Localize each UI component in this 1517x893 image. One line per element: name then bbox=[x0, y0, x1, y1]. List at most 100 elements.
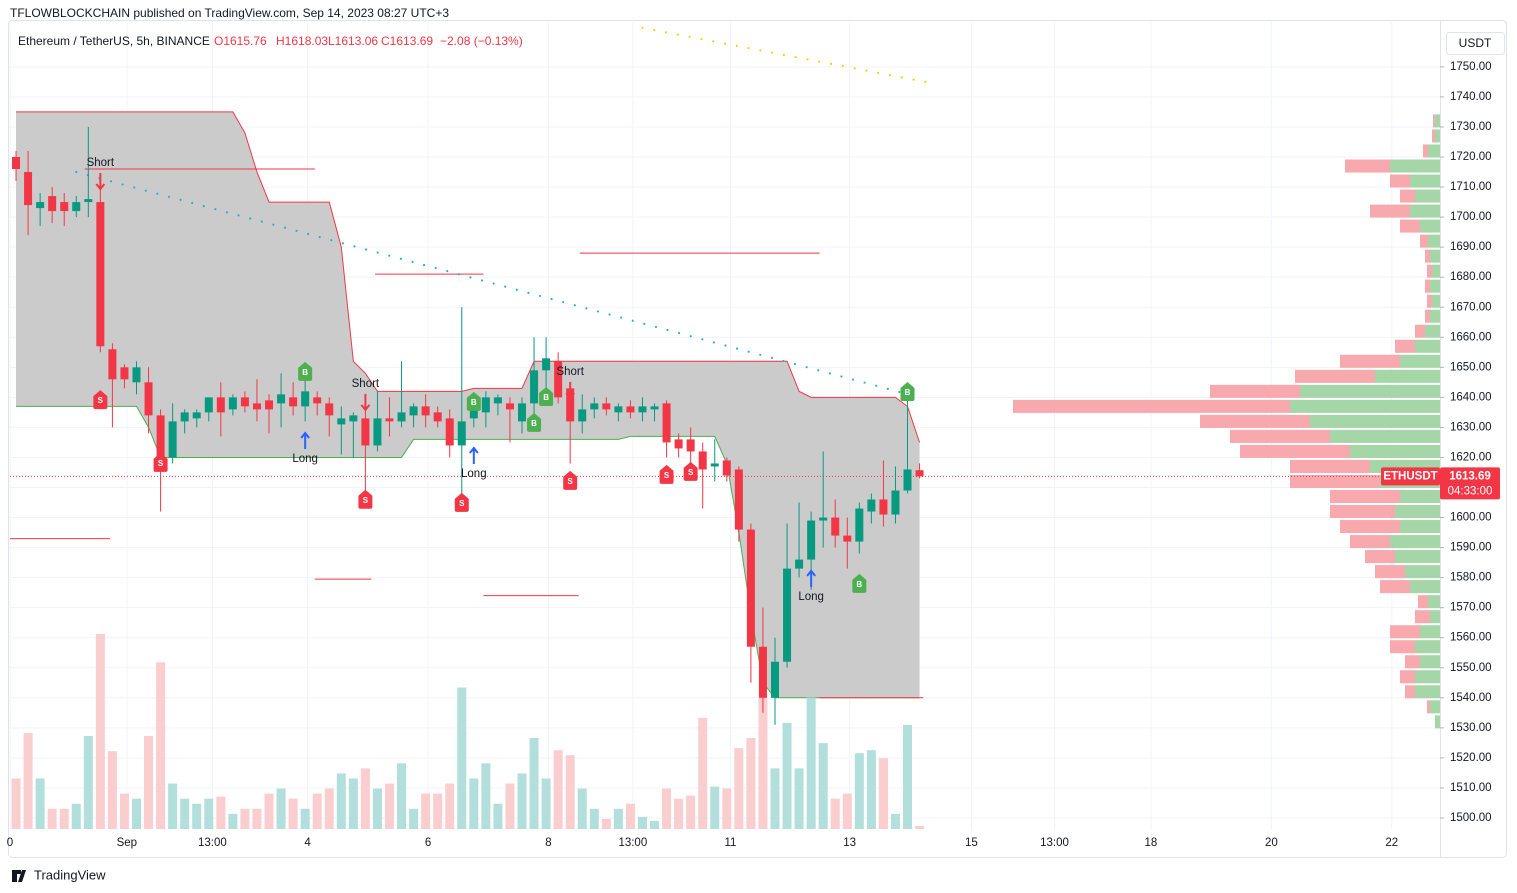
signal-marker bbox=[298, 361, 313, 381]
profile-up bbox=[1410, 204, 1440, 218]
profile-down bbox=[1370, 204, 1410, 218]
volume-bar bbox=[144, 736, 154, 829]
volume-bar bbox=[397, 763, 407, 829]
candle-body bbox=[385, 418, 394, 422]
profile-down bbox=[1423, 144, 1428, 158]
signal-arrow bbox=[565, 381, 575, 400]
profile-up bbox=[1428, 595, 1440, 609]
volume-bar bbox=[312, 793, 322, 829]
volume-bar bbox=[288, 798, 298, 829]
profile-up bbox=[1435, 114, 1440, 128]
currency-button[interactable] bbox=[1446, 32, 1505, 55]
profile-up bbox=[1410, 580, 1440, 594]
profile-up bbox=[1400, 354, 1440, 368]
profile-down bbox=[1415, 610, 1430, 624]
profile-down bbox=[1433, 114, 1435, 128]
y-tick-label: 1630.00 bbox=[1450, 421, 1492, 433]
ohlc-high: H1618.03 bbox=[276, 34, 328, 48]
y-tick-label: 1540.00 bbox=[1450, 692, 1492, 704]
signal-marker bbox=[900, 381, 915, 401]
profile-up bbox=[1400, 520, 1440, 534]
x-tick-label: 13:00 bbox=[618, 837, 647, 849]
x-tick-label: 4 bbox=[304, 837, 311, 849]
profile-up bbox=[1400, 489, 1440, 504]
y-tick-label: 1750.00 bbox=[1450, 61, 1492, 73]
volume-bar bbox=[228, 813, 238, 829]
profile-down bbox=[1425, 279, 1430, 293]
volume-bar bbox=[770, 768, 780, 829]
candle-body bbox=[168, 421, 177, 458]
signal-label: Long bbox=[292, 453, 318, 465]
profile-up bbox=[1415, 339, 1440, 353]
signal-marker bbox=[466, 391, 481, 411]
x-tick-label: 8 bbox=[545, 837, 551, 849]
candle-body bbox=[602, 403, 611, 410]
axes: 1500.00 1510.00 1520.00 1530.00 1540.00 1550.… bbox=[7, 61, 1500, 849]
currency[interactable]: USDT bbox=[1459, 36, 1492, 50]
volume-bar bbox=[264, 793, 274, 829]
symbol-tag bbox=[1381, 467, 1440, 486]
volume-bar bbox=[23, 733, 33, 829]
profile-down bbox=[1290, 474, 1380, 488]
signal-marker-text: S bbox=[459, 499, 465, 508]
candle-body bbox=[481, 397, 490, 413]
candle-body bbox=[674, 439, 683, 449]
profile-down bbox=[1418, 595, 1428, 609]
candle-body bbox=[337, 418, 346, 425]
profile-up bbox=[1390, 159, 1440, 173]
profile-down bbox=[1230, 429, 1330, 443]
profile-up bbox=[1375, 369, 1440, 383]
x-tick-label: 13:00 bbox=[1040, 837, 1069, 849]
volume-bar bbox=[686, 795, 696, 829]
trend-dots bbox=[641, 26, 927, 83]
candle-body bbox=[132, 367, 141, 383]
x-tick-label: 6 bbox=[425, 837, 431, 849]
y-tick-label: 1600.00 bbox=[1450, 512, 1492, 524]
y-tick-label: 1560.00 bbox=[1450, 632, 1492, 644]
signal-marker-text: S bbox=[664, 471, 670, 480]
volume-bar bbox=[915, 825, 925, 829]
candle-body bbox=[265, 400, 274, 410]
candle-body bbox=[686, 439, 695, 452]
volume-bar bbox=[348, 778, 358, 829]
volume-bar bbox=[806, 697, 816, 829]
volume-bar bbox=[577, 788, 587, 829]
volume-bar bbox=[107, 751, 117, 829]
profile-down bbox=[1340, 520, 1400, 534]
profile-down bbox=[1330, 505, 1395, 519]
signal-marker bbox=[563, 470, 578, 490]
volume-bar bbox=[601, 818, 611, 829]
y-tick-label: 1680.00 bbox=[1450, 271, 1492, 283]
candle-body bbox=[614, 406, 623, 413]
brand-logo bbox=[12, 870, 26, 882]
profile-up bbox=[1435, 129, 1440, 143]
y-tick-label: 1520.00 bbox=[1450, 752, 1492, 764]
volume-bar bbox=[372, 788, 382, 829]
candle-body bbox=[770, 661, 779, 698]
signal-marker bbox=[852, 573, 867, 593]
profile-up bbox=[1300, 384, 1440, 398]
candle-body bbox=[144, 382, 153, 416]
profile-down bbox=[1290, 459, 1370, 473]
volume-bar bbox=[47, 808, 57, 829]
volume-bar bbox=[11, 778, 21, 829]
y-tick-label: 1590.00 bbox=[1450, 542, 1492, 554]
candle-body bbox=[48, 196, 57, 212]
profile-down bbox=[1240, 444, 1350, 458]
candle-body bbox=[590, 403, 599, 410]
candle-body bbox=[349, 415, 358, 422]
signal-marker-text: S bbox=[568, 477, 574, 486]
profile-up bbox=[1425, 324, 1440, 338]
profile-down bbox=[1415, 324, 1425, 338]
x-tick-label: 15 bbox=[965, 837, 978, 849]
candle-body bbox=[855, 508, 864, 542]
volume-bar bbox=[71, 803, 81, 829]
candle-body bbox=[445, 418, 454, 446]
candle-body bbox=[24, 172, 33, 206]
volume-bar bbox=[854, 753, 864, 829]
x-tick-label: Sep bbox=[117, 837, 137, 849]
candle-body bbox=[783, 568, 792, 662]
profile-up bbox=[1430, 249, 1440, 263]
candle-body bbox=[867, 499, 876, 512]
volume-bar bbox=[421, 793, 431, 829]
